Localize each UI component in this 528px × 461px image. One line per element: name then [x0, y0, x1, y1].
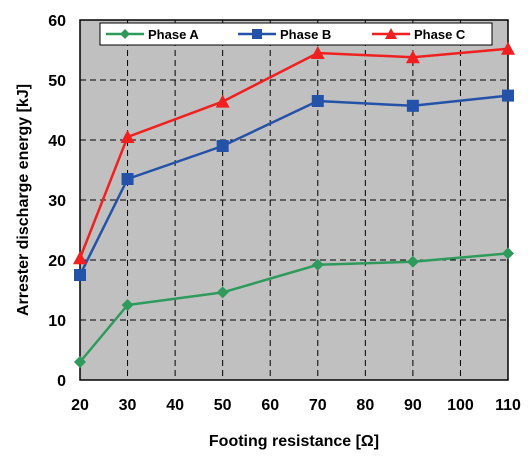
series-phase-a: [74, 247, 514, 368]
y-tick-label: 0: [57, 373, 66, 390]
legend-label: Phase A: [148, 27, 199, 42]
x-tick-label: 60: [261, 397, 279, 414]
data-point: [121, 299, 134, 311]
grid-lines: [80, 20, 508, 380]
data-point: [311, 258, 324, 271]
tick-labels: 20 30 40 50 60 70 80 90 100 110 0 10 20 30 40 50 60: [48, 13, 521, 414]
plot-frame: [79, 19, 509, 381]
data-point: [74, 269, 86, 281]
series-line: [78, 94, 509, 276]
data-point: [216, 286, 229, 299]
data-point: [406, 255, 419, 268]
series-layer: [73, 41, 515, 368]
legend-label: Phase B: [280, 27, 331, 42]
data-point: [215, 94, 230, 108]
data-point: [502, 89, 514, 102]
series-line: [79, 252, 509, 363]
x-tick-label: 70: [309, 397, 327, 414]
x-tick-label: 40: [166, 397, 184, 414]
x-axis-title: Footing resistance [Ω]: [209, 433, 379, 450]
data-point: [405, 50, 420, 64]
x-tick-label: 30: [119, 397, 137, 414]
y-tick-label: 40: [48, 133, 66, 150]
x-tick-label: 100: [447, 397, 474, 414]
y-tick-label: 20: [48, 253, 66, 270]
legend-marker: [385, 28, 397, 39]
data-point: [501, 41, 515, 55]
data-point: [73, 251, 87, 265]
x-tick-label: 20: [71, 397, 89, 414]
data-point: [216, 140, 229, 152]
y-tick-label: 60: [48, 13, 66, 30]
legend: Phase A Phase B Phase C: [99, 22, 493, 46]
legend-marker: [120, 29, 130, 39]
data-point: [121, 173, 134, 185]
data-point: [120, 130, 135, 143]
data-point: [406, 99, 419, 112]
data-point: [502, 247, 514, 260]
y-tick-label: 30: [48, 193, 66, 210]
data-point: [74, 356, 86, 368]
x-tick-label: 90: [404, 397, 422, 414]
y-tick-label: 10: [48, 313, 66, 330]
data-point: [311, 95, 324, 107]
data-point: [310, 46, 325, 59]
legend-box: [99, 22, 493, 46]
legend-label: Phase C: [414, 27, 466, 42]
series-phase-b: [74, 89, 514, 281]
x-tick-label: 50: [214, 397, 232, 414]
series-phase-c: [73, 41, 515, 265]
x-tick-label: 80: [356, 397, 374, 414]
y-tick-label: 50: [48, 73, 66, 90]
x-tick-label: 110: [495, 397, 521, 414]
legend-marker: [252, 29, 262, 39]
y-axis-title: Arrester discharge energy [kJ]: [15, 84, 32, 316]
series-line: [78, 47, 509, 259]
